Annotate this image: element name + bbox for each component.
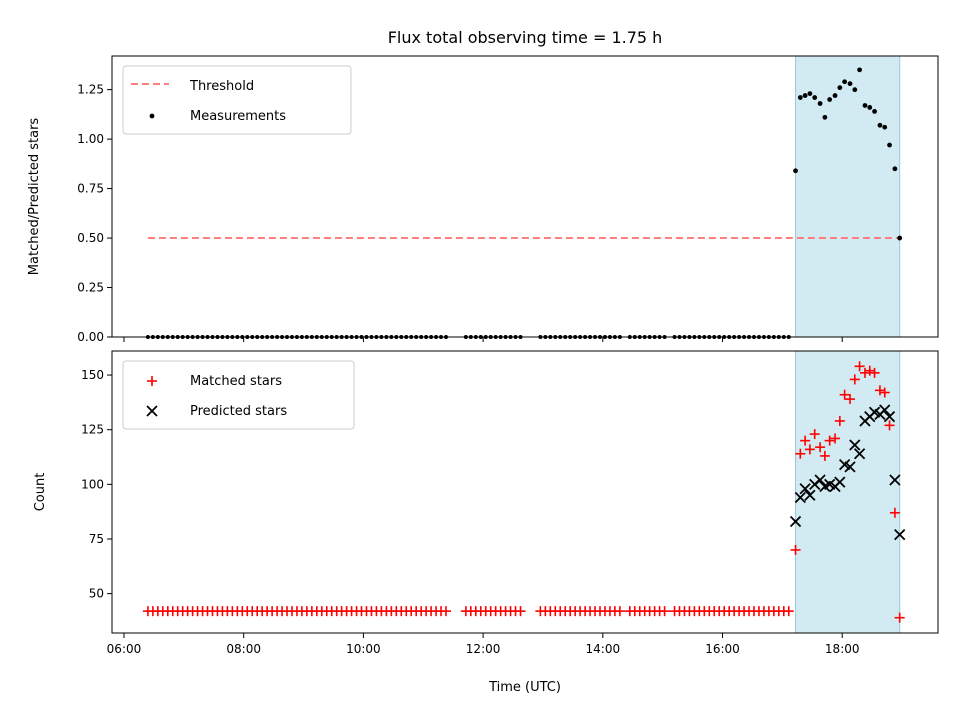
measurement-point xyxy=(877,122,883,128)
y-tick-label: 125 xyxy=(81,423,104,437)
matched-star-point xyxy=(830,433,841,444)
predicted-star-point xyxy=(814,474,826,486)
measurement-point xyxy=(842,79,848,85)
y-tick-label: 100 xyxy=(81,477,104,491)
predicted-star-point xyxy=(834,476,846,488)
measurement-point xyxy=(857,67,862,73)
measurement-point xyxy=(847,81,853,87)
matched-star-point xyxy=(859,367,870,378)
matched-star-point xyxy=(824,435,835,446)
matched-star-point xyxy=(874,385,885,396)
predicted-star-point xyxy=(894,528,906,541)
legend-label: Predicted stars xyxy=(190,404,287,419)
axes-frame xyxy=(111,55,939,338)
y-tick-label: 0.00 xyxy=(77,330,104,344)
predicted-star-point xyxy=(794,491,806,504)
matched-star-point xyxy=(864,365,875,376)
y-axis-label: Matched/Predicted stars xyxy=(27,118,42,276)
matched-star-point xyxy=(783,606,794,617)
measurement-point xyxy=(807,91,813,96)
y-tick-label: 150 xyxy=(81,368,104,382)
legend-label: Threshold xyxy=(189,79,254,94)
predicted-star-point xyxy=(883,410,896,423)
matched-star-point xyxy=(834,415,845,426)
measurement-point xyxy=(862,103,868,108)
legend-matched-swatch xyxy=(147,376,157,386)
predicted-star-point xyxy=(889,474,901,486)
legend: Matched stars Predicted stars xyxy=(122,360,355,430)
matched-star-point xyxy=(869,367,880,378)
y-axis-label: Count xyxy=(33,473,48,512)
x-tick-label: 16:00 xyxy=(705,642,740,656)
x-tick-label: 08:00 xyxy=(226,642,261,656)
legend-predicted-swatch xyxy=(146,405,158,417)
matched-star-point xyxy=(659,606,670,617)
matched-star-point xyxy=(440,606,451,617)
legend-label: Measurements xyxy=(190,109,286,124)
measurement-point xyxy=(897,235,903,241)
measurement-point xyxy=(793,168,798,174)
predicted-star-point xyxy=(789,515,802,528)
matched-star-point xyxy=(809,429,820,440)
predicted-star-point xyxy=(853,448,866,460)
predicted-star-point xyxy=(844,461,856,473)
x-tick-label: 12:00 xyxy=(466,642,501,656)
matched-star-point xyxy=(884,420,895,431)
x-tick-label: 06:00 xyxy=(107,642,142,656)
predicted-star-point xyxy=(804,489,816,501)
matched-star-point xyxy=(845,394,856,405)
x-axis-label: Time (UTC) xyxy=(488,680,561,695)
measurement-point xyxy=(837,85,843,91)
legend: Threshold Measurements xyxy=(122,65,352,135)
matched-star-point xyxy=(894,612,905,623)
matched-star-point xyxy=(614,606,625,617)
measurement-point xyxy=(852,87,858,93)
matched-star-point xyxy=(790,544,801,555)
x-tick-label: 18:00 xyxy=(825,642,860,656)
y-tick-label: 1.25 xyxy=(77,83,104,97)
measurement-point xyxy=(817,101,823,106)
predicted-star-point xyxy=(879,404,891,416)
y-tick-label: 1.00 xyxy=(77,132,104,146)
legend-label: Matched stars xyxy=(190,374,282,389)
measurement-point xyxy=(872,109,877,114)
axes-frame xyxy=(111,350,939,634)
highlight-span xyxy=(795,55,901,338)
legend-measurement-swatch xyxy=(149,113,155,119)
y-tick-label: 50 xyxy=(89,587,104,601)
matched-star-point xyxy=(815,442,826,453)
y-tick-label: 0.75 xyxy=(77,182,104,196)
measurement-point xyxy=(892,166,898,172)
matched-star-point xyxy=(795,448,806,459)
measurement-point xyxy=(882,124,888,130)
measurement-point xyxy=(822,114,828,120)
measurement-point xyxy=(812,95,818,100)
measurement-point xyxy=(802,93,808,98)
x-tick-label: 14:00 xyxy=(586,642,621,656)
top-panel: 0.00 0.25 0.50 0.75 1.00 1.25 Matched/Predicte… xyxy=(27,55,939,344)
predicted-star-point xyxy=(799,483,811,495)
y-tick-label: 75 xyxy=(89,532,104,546)
bottom-panel: 50 75 100 125 150 06:00 08:00 10:00 12:00 14:00 16… xyxy=(33,350,939,656)
matched-star-point xyxy=(849,374,860,385)
predicted-star-point xyxy=(849,439,861,451)
y-tick-label: 0.50 xyxy=(77,231,104,245)
measurement-point xyxy=(887,142,892,148)
chart-title: Flux total observing time = 1.75 h xyxy=(388,28,663,47)
matched-star-point xyxy=(515,606,526,617)
y-tick-label: 0.25 xyxy=(77,281,104,295)
matched-star-point xyxy=(879,387,890,398)
measurement-point xyxy=(797,95,803,100)
matched-star-point xyxy=(819,450,830,461)
matched-star-point xyxy=(804,444,815,455)
x-tick-label: 10:00 xyxy=(346,642,381,656)
matched-star-point xyxy=(800,435,811,446)
measurement-point xyxy=(832,93,838,98)
matched-star-point xyxy=(889,507,900,518)
matched-star-point xyxy=(854,361,865,372)
measurement-point xyxy=(867,105,873,110)
measurement-point xyxy=(827,97,833,102)
matched-star-point xyxy=(839,389,850,400)
